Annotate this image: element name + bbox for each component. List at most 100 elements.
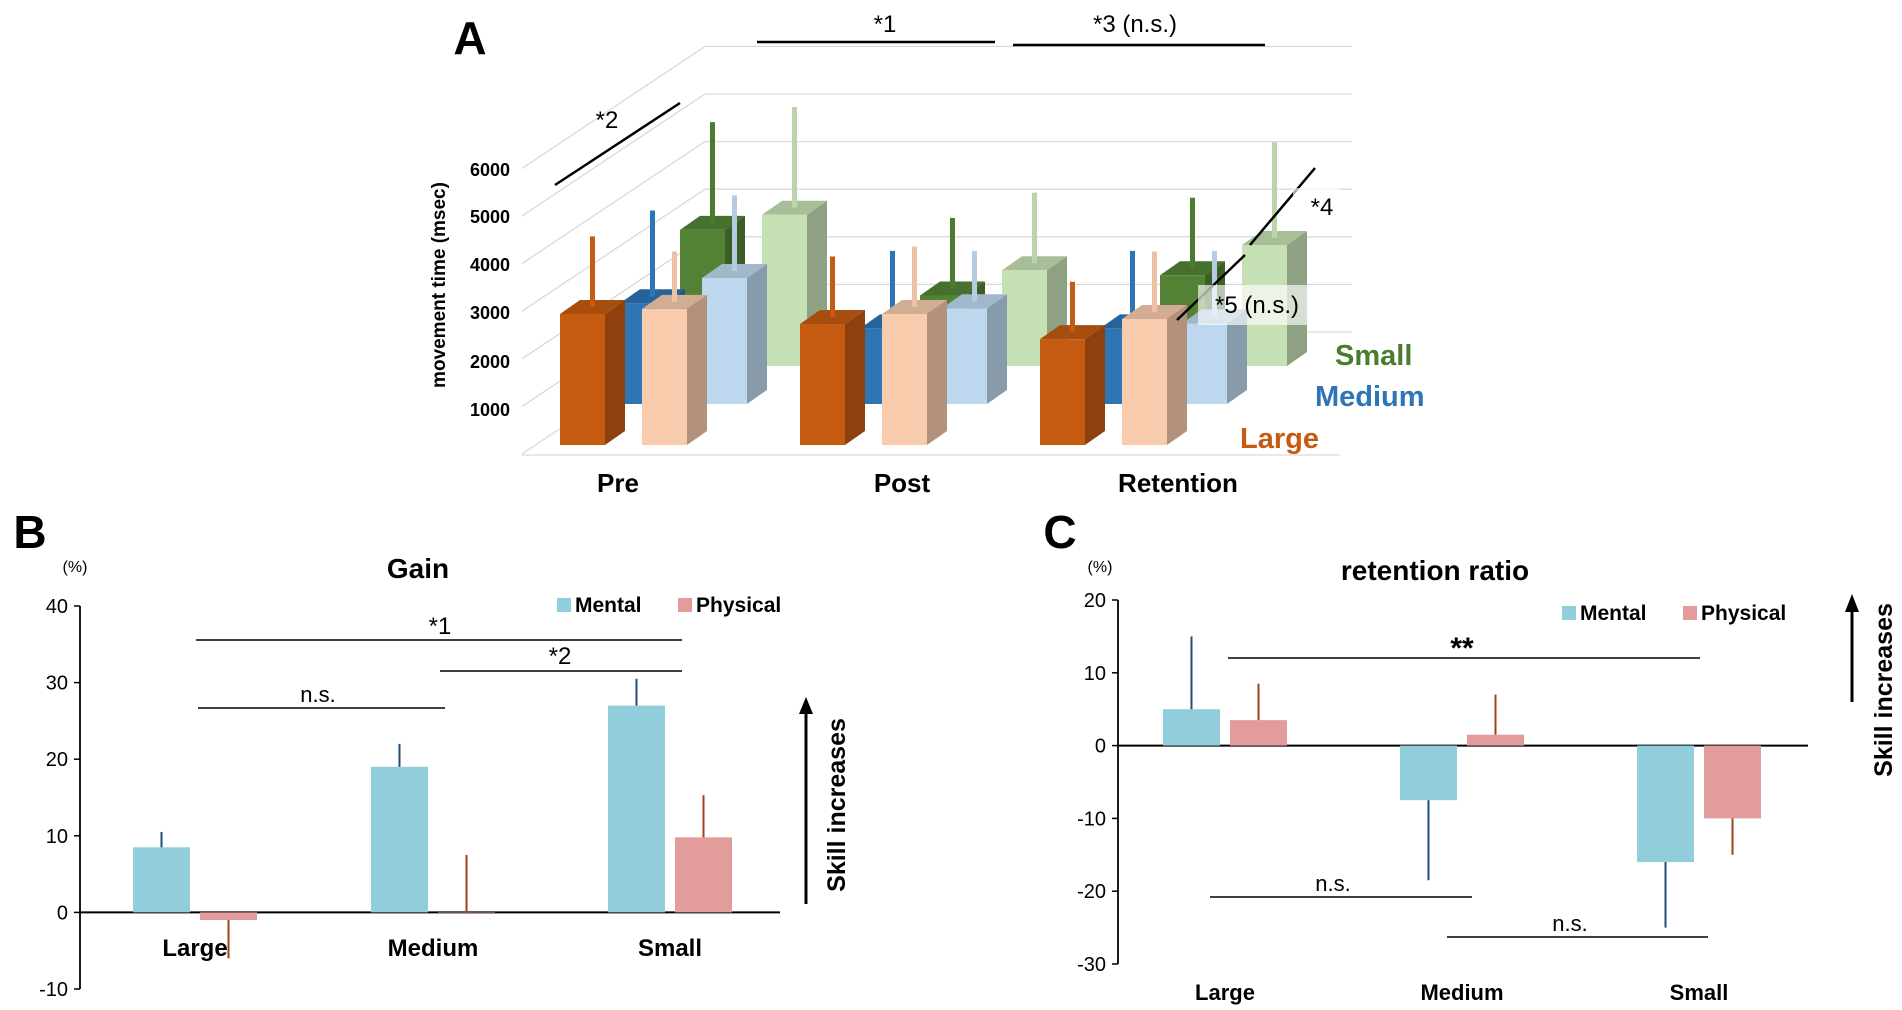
panel-c-skill-arrow: Skill increases: [1845, 594, 1898, 777]
panel-b-bars: [133, 678, 732, 959]
panel-b-unit: (%): [63, 559, 88, 576]
x-category-label: Small: [1670, 980, 1729, 1005]
bar-large-mental-post: [800, 324, 845, 445]
bar-physical-medium: [438, 912, 495, 913]
bar-large-mental-retention: [1040, 339, 1085, 445]
panel-a-bars: [560, 107, 1307, 445]
y-tick-label: 10: [1084, 663, 1106, 685]
y-tick-label: 0: [1095, 736, 1106, 758]
row-label: Large: [1240, 423, 1319, 455]
panel-b-legend: Mental Physical: [557, 594, 781, 617]
row-label: Medium: [1315, 381, 1425, 413]
legend-swatch-mental: [557, 598, 571, 612]
annotation-bg-4: [1293, 188, 1340, 228]
annotation-star-4: *4: [1311, 194, 1334, 221]
panel-c-title: retention ratio: [1341, 555, 1529, 586]
grid-line-side: [521, 188, 706, 312]
y-tick-label: 0: [57, 902, 68, 924]
annotation-star-2: *2: [596, 107, 619, 134]
bar-medium-physical-retention: [1182, 323, 1227, 404]
bar-medium-physical-pre-side: [747, 264, 767, 404]
panel-a-y-ticks: 1000 2000 3000 4000 5000 6000: [470, 160, 510, 420]
panel-b-skill-arrow: Skill increases: [799, 697, 851, 904]
annotation-c2: n.s.: [1315, 871, 1350, 896]
legend-label-mental: Mental: [575, 594, 642, 617]
y-tick-label: 20: [1084, 590, 1106, 612]
bar-medium-physical-pre: [702, 278, 747, 404]
category-label: Post: [874, 468, 931, 498]
bar-physical-small: [1704, 745, 1761, 819]
bar-mental-medium: [1400, 745, 1457, 801]
y-tick-label: 6000: [470, 160, 510, 180]
panel-b-side-label: Skill increases: [823, 718, 851, 892]
bar-large-mental-pre: [560, 313, 605, 445]
bar-large-mental-retention-side: [1085, 325, 1105, 445]
bar-physical-large: [200, 912, 257, 921]
bar-mental-large: [133, 847, 190, 913]
annotation-b3: n.s.: [300, 682, 335, 707]
legend-label-physical: Physical: [1701, 602, 1786, 625]
y-tick-label: 5000: [470, 207, 510, 227]
bar-mental-small: [608, 705, 665, 913]
bar-small-physical-post: [1002, 270, 1047, 366]
row-label: Small: [1335, 340, 1412, 372]
x-category-label: Large: [1195, 980, 1255, 1005]
x-category-label: Medium: [1420, 980, 1503, 1005]
bar-large-physical-retention: [1122, 319, 1167, 445]
panel-c-legend: Mental Physical: [1562, 602, 1786, 625]
annotation-line-2: [554, 101, 681, 187]
bar-large-physical-post-side: [927, 299, 947, 445]
y-tick-label: 40: [46, 596, 68, 618]
panel-c-annotations: ** n.s. n.s.: [1210, 632, 1708, 938]
bar-mental-large: [1163, 709, 1220, 746]
bar-medium-physical-retention-side: [1227, 309, 1247, 404]
x-category-label: Large: [162, 935, 227, 962]
arrow-up-icon: [799, 697, 813, 714]
panel-a-row-labels: Small Medium Large: [1240, 340, 1425, 455]
y-tick-label: 30: [46, 673, 68, 695]
bar-mental-medium: [371, 766, 428, 913]
bar-mental-small: [1637, 745, 1694, 863]
panel-b-title: Gain: [387, 553, 449, 584]
y-tick-label: 4000: [470, 255, 510, 275]
panel-a-label: A: [453, 12, 486, 64]
x-category-label: Medium: [388, 935, 479, 962]
annotation-c3: n.s.: [1552, 911, 1587, 936]
bar-large-mental-post-side: [845, 310, 865, 445]
panel-a-y-label: movement time (msec): [429, 182, 450, 388]
y-tick-label: -10: [39, 979, 68, 1001]
legend-label-physical: Physical: [696, 594, 781, 617]
bar-large-physical-pre-side: [687, 294, 707, 445]
panel-a-categories: Pre Post Retention: [597, 468, 1238, 498]
bar-large-physical-pre: [642, 308, 687, 445]
bar-small-physical-pre: [762, 214, 807, 366]
bar-physical-large: [1230, 720, 1287, 746]
bar-physical-medium: [1467, 734, 1524, 746]
y-tick-label: -30: [1077, 954, 1106, 976]
grid-line-side: [521, 45, 706, 169]
category-label: Retention: [1118, 468, 1238, 498]
bar-large-physical-post: [882, 313, 927, 445]
annotation-star-3: *3 (n.s.): [1093, 11, 1177, 38]
x-category-label: Small: [638, 935, 702, 962]
panel-b-axes: -10 0 10 20 30 40 Large Medium Small: [39, 596, 780, 1001]
panel-b: B (%) Gain Mental Physical -10 0 10 20 30 40 La…: [13, 506, 851, 1001]
y-tick-label: 2000: [470, 352, 510, 372]
y-tick-label: -10: [1077, 808, 1106, 830]
bar-large-mental-pre-side: [605, 299, 625, 445]
panel-c-unit: (%): [1088, 559, 1113, 576]
bar-physical-small: [675, 837, 732, 913]
y-tick-label: 3000: [470, 303, 510, 323]
category-label: Pre: [597, 468, 639, 498]
panel-b-label: B: [13, 506, 46, 558]
grid-line-side: [521, 141, 706, 265]
y-tick-label: -20: [1077, 881, 1106, 903]
legend-swatch-physical: [678, 598, 692, 612]
panel-a: A 1000 2000 3000 4000 5000 6000 movement time…: [429, 11, 1425, 498]
panel-c-bars: [1163, 636, 1761, 928]
y-tick-label: 1000: [470, 400, 510, 420]
annotation-line-4: [1249, 167, 1316, 246]
annotation-star-1: *1: [874, 11, 897, 38]
bar-large-physical-retention-side: [1167, 305, 1187, 445]
panel-a-annotations: *1 *3 (n.s.) *2 *4 *5 (n.s.): [554, 11, 1340, 325]
